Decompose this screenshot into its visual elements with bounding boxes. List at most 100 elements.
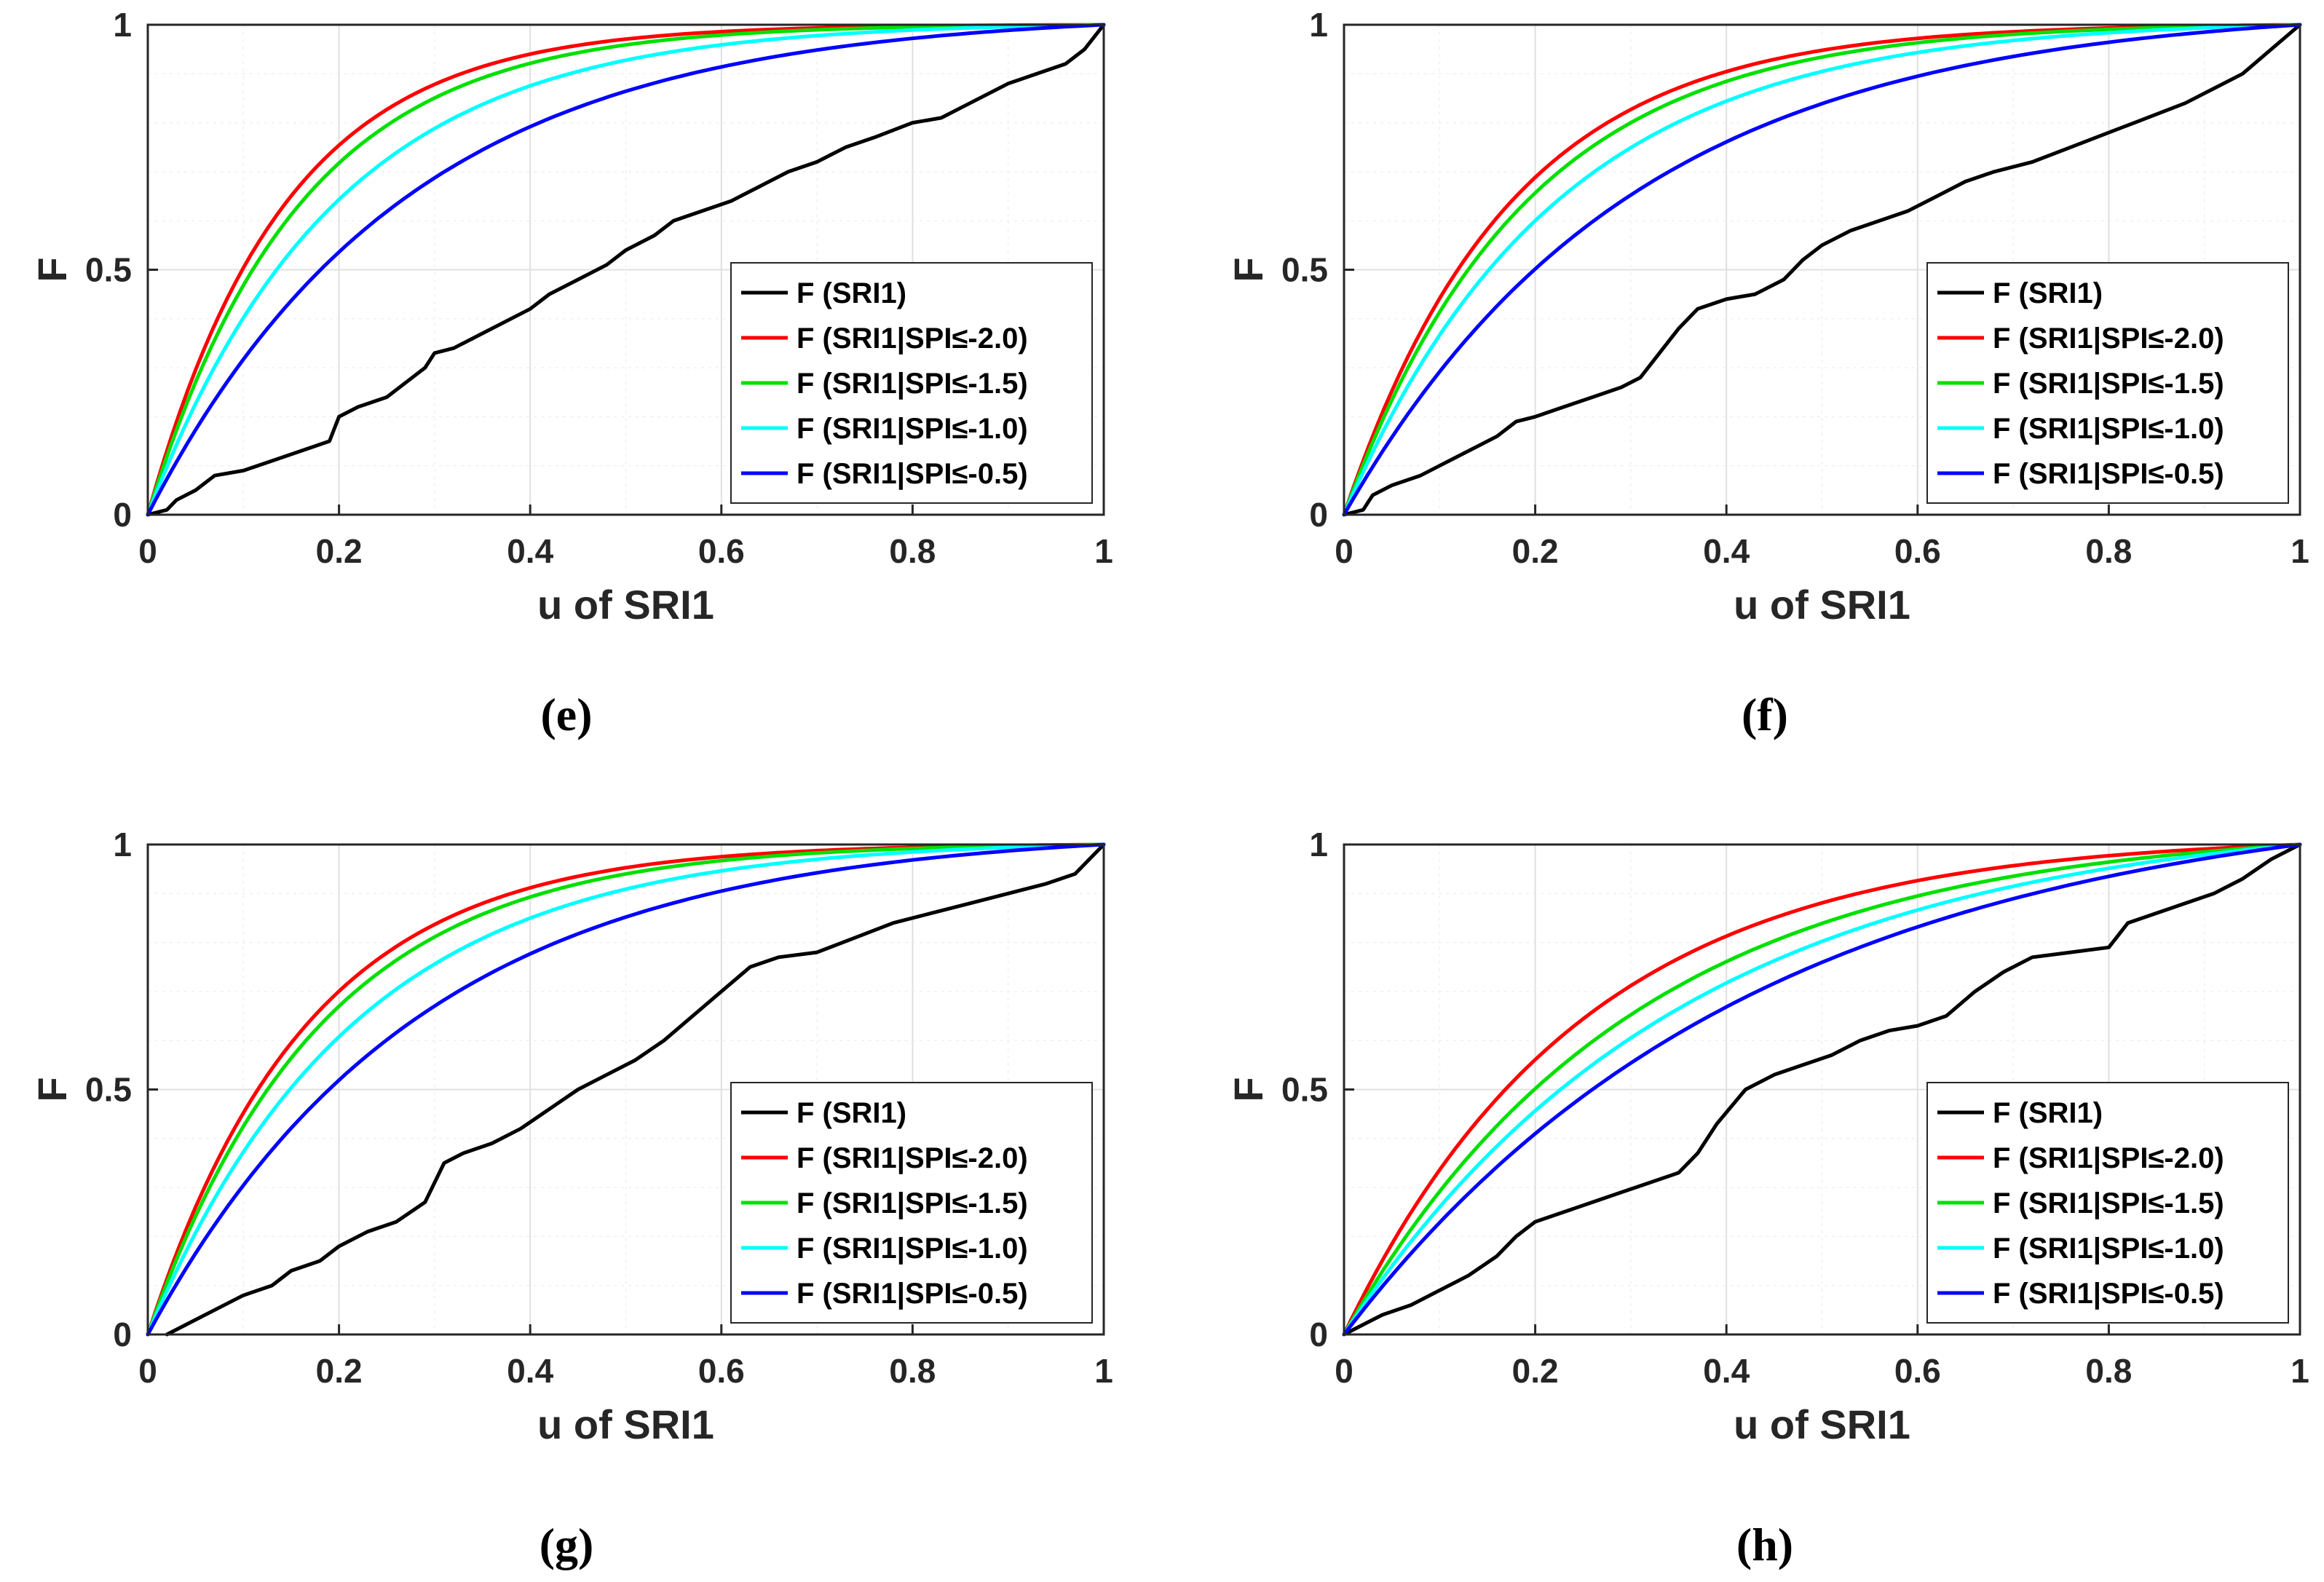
y-tick-label: 0.5 [85,1071,132,1109]
y-axis-title: F [1225,1077,1271,1102]
series-line [146,842,1106,1337]
series-line [1342,842,2302,1337]
x-tick-label: 0.4 [507,1352,553,1390]
y-axis-title: F [29,257,75,282]
x-tick-label: 0.4 [507,532,553,570]
y-tick-label: 0 [113,496,132,534]
x-tick-label: 0.8 [889,532,936,570]
series-line [1342,23,2302,517]
x-tick-label: 0.4 [1703,532,1750,570]
panel-caption: (h) [1736,1519,1793,1570]
x-tick-label: 0.6 [1894,1352,1941,1390]
legend: F (SRI1) F (SRI1|SPI≤-2.0) F (SRI1|SPI≤-1.… [1926,1082,2289,1324]
legend-entry: F (SRI1|SPI≤-1.5) [797,1187,1028,1219]
y-tick-label: 0.5 [1281,251,1328,289]
legend-entry: F (SRI1) [797,277,906,309]
x-tick-label: 0.2 [316,1352,363,1390]
series-line [1342,23,2302,517]
legend-entry: F (SRI1|SPI≤-1.0) [1993,413,2224,445]
x-tick-label: 0.8 [889,1352,936,1390]
legend: F (SRI1) F (SRI1|SPI≤-2.0) F (SRI1|SPI≤-1.… [1926,262,2289,504]
y-tick-label: 0.5 [85,251,132,289]
series-line [146,842,1106,1337]
x-tick-label: 0.2 [1512,1352,1559,1390]
x-tick-label: 1 [2291,1352,2309,1390]
legend-entry: F (SRI1|SPI≤-0.5) [797,1278,1028,1310]
series-line [146,23,1106,517]
y-tick-label: 1 [113,826,132,863]
legend-box [730,1082,1093,1324]
legend-entry: F (SRI1|SPI≤-0.5) [1993,1278,2224,1310]
x-axis-title: u of SRI1 [537,582,714,628]
legend-box [1926,262,2289,504]
legend-box [1926,1082,2289,1324]
x-tick-label: 0 [1335,532,1353,570]
legend-entry: F (SRI1|SPI≤-0.5) [1993,458,2224,490]
x-tick-label: 0.6 [698,1352,745,1390]
x-tick-label: 0.2 [1512,532,1559,570]
legend-entry: F (SRI1|SPI≤-2.0) [1993,1142,2224,1174]
x-axis-title: u of SRI1 [1734,582,1910,628]
legend-entry: F (SRI1) [1993,1097,2103,1129]
x-tick-label: 1 [2291,532,2309,570]
x-tick-label: 0.4 [1703,1352,1750,1390]
legend-entry: F (SRI1|SPI≤-1.5) [797,368,1028,400]
y-tick-label: 0.5 [1281,1071,1328,1109]
axes-frame [146,23,1105,516]
series-line [146,23,1106,517]
legend-entry: F (SRI1|SPI≤-1.5) [1993,1187,2224,1219]
x-tick-label: 0.6 [698,532,745,570]
series-line [1342,842,2302,1337]
legend-entry: F (SRI1|SPI≤-1.5) [1993,368,2224,400]
axes-frame [1343,23,2301,516]
x-tick-label: 0.8 [2085,532,2132,570]
legend: F (SRI1) F (SRI1|SPI≤-2.0) F (SRI1|SPI≤-1.… [730,262,1093,504]
series-line [1342,23,2302,517]
legend-entry: F (SRI1|SPI≤-1.0) [1993,1233,2224,1265]
y-tick-label: 1 [1309,6,1328,44]
legend-entry: F (SRI1|SPI≤-1.0) [797,413,1028,445]
y-tick-label: 1 [113,6,132,44]
legend-entry: F (SRI1|SPI≤-1.0) [797,1233,1028,1265]
legend-entry: F (SRI1|SPI≤-0.5) [797,458,1028,490]
panel-caption: (g) [540,1519,594,1570]
y-tick-label: 0 [113,1316,132,1353]
legend-entry: F (SRI1) [797,1097,906,1129]
legend-entry: F (SRI1|SPI≤-2.0) [797,323,1028,355]
legend-entry: F (SRI1|SPI≤-2.0) [1993,323,2224,355]
x-tick-label: 0 [138,532,157,570]
x-axis-title: u of SRI1 [537,1401,714,1447]
series-line [146,842,1106,1337]
x-axis-title: u of SRI1 [1734,1401,1910,1447]
y-tick-label: 1 [1309,826,1328,863]
x-tick-label: 1 [1094,1352,1113,1390]
series-line [1342,842,2302,1337]
axes-frame [146,843,1105,1336]
series-line [1342,842,2302,1337]
legend-box [730,262,1093,504]
x-tick-label: 1 [1094,532,1113,570]
y-tick-label: 0 [1309,496,1328,534]
legend: F (SRI1) F (SRI1|SPI≤-2.0) F (SRI1|SPI≤-1.… [730,1082,1093,1324]
x-tick-label: 0.2 [316,532,363,570]
series-line [146,23,1106,517]
panel-caption: (e) [540,689,592,740]
axes-frame [1343,843,2301,1336]
x-tick-label: 0.6 [1894,532,1941,570]
legend-entry: F (SRI1) [1993,277,2103,309]
series-line [146,23,1106,517]
x-tick-label: 0 [1335,1352,1353,1390]
panel-caption: (f) [1742,689,1788,740]
x-tick-label: 0.8 [2085,1352,2132,1390]
series-line [1342,23,2302,517]
y-tick-label: 0 [1309,1316,1328,1353]
y-axis-title: F [29,1077,75,1102]
x-tick-label: 0 [138,1352,157,1390]
y-axis-title: F [1225,257,1271,282]
series-line [165,842,1106,1337]
